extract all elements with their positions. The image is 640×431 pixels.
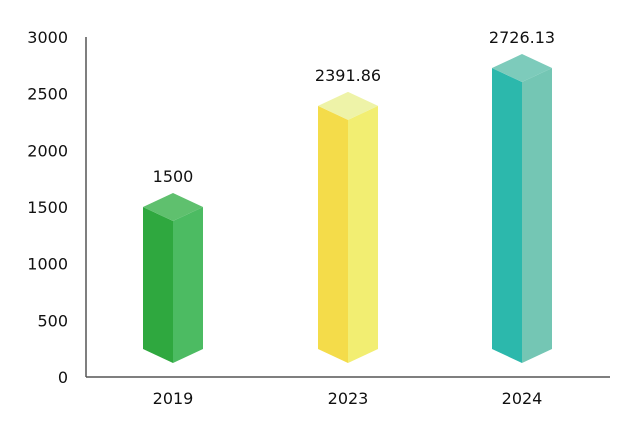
bar-value-label: 2726.13 xyxy=(489,28,555,47)
bar-top-face xyxy=(492,54,552,83)
y-tick-label: 3000 xyxy=(27,28,68,47)
y-tick-label: 1500 xyxy=(27,198,68,217)
x-tick-label: 2024 xyxy=(502,389,543,408)
x-tick-label: 2023 xyxy=(328,389,369,408)
bar-top-face xyxy=(318,91,378,120)
bar-value-label: 1500 xyxy=(153,167,194,186)
bar-side-face xyxy=(348,105,378,363)
y-tick-label: 500 xyxy=(37,311,68,330)
bar-front-face xyxy=(492,68,522,363)
y-tick-label: 2500 xyxy=(27,85,68,104)
bars xyxy=(143,54,552,363)
y-tick-label: 2000 xyxy=(27,141,68,160)
x-tick-label: 2019 xyxy=(153,389,194,408)
y-tick-label: 0 xyxy=(58,368,68,387)
x-axis-labels: 2019 2023 2024 xyxy=(153,389,543,408)
bar xyxy=(492,54,552,363)
bar-front-face xyxy=(318,105,348,363)
bar-front-face xyxy=(143,207,173,363)
value-labels: 1500 2391.86 2726.13 xyxy=(153,28,555,186)
bar-top-face xyxy=(143,193,203,221)
y-axis-ticks: 0 500 1000 1500 2000 2500 3000 xyxy=(27,28,68,387)
bar xyxy=(318,91,378,363)
bar-side-face xyxy=(173,207,203,363)
bar-value-label: 2391.86 xyxy=(315,66,381,85)
y-tick-label: 1000 xyxy=(27,255,68,274)
bar xyxy=(143,193,203,363)
bar-side-face xyxy=(522,68,552,363)
